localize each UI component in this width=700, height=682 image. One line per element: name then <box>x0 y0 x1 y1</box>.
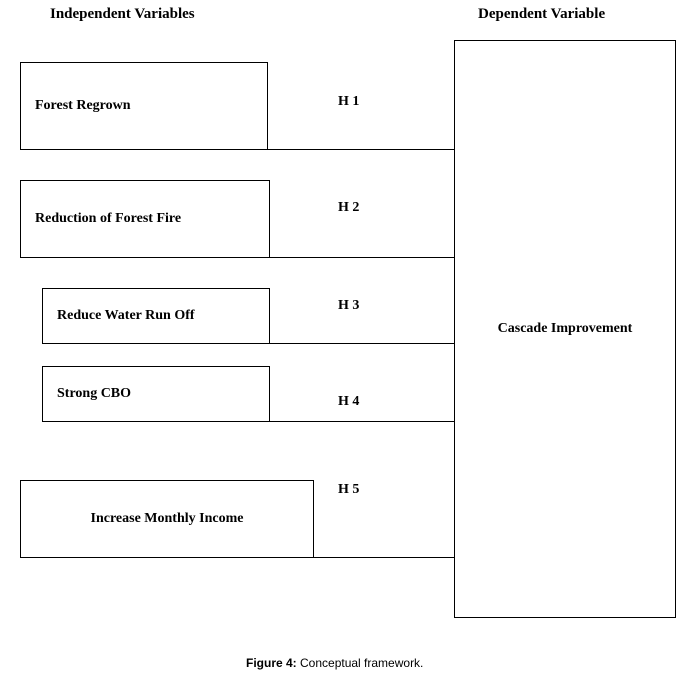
dv-label: Cascade Improvement <box>498 321 633 337</box>
iv-label: Strong CBO <box>57 386 131 402</box>
iv-label: Reduction of Forest Fire <box>35 211 181 227</box>
hlabel-h1: H 1 <box>338 94 359 110</box>
connector-h5 <box>314 557 454 558</box>
iv-box-forest-regrown: Forest Regrown <box>20 62 268 150</box>
iv-box-reduction-forest-fire: Reduction of Forest Fire <box>20 180 270 258</box>
hlabel-h3: H 3 <box>338 298 359 314</box>
hlabel-h5: H 5 <box>338 482 359 498</box>
caption-text: Conceptual framework. <box>297 656 424 670</box>
hlabel-h4: H 4 <box>338 394 359 410</box>
dependent-var-header: Dependent Variable <box>478 6 605 23</box>
iv-label: Reduce Water Run Off <box>57 308 195 324</box>
hlabel-h2: H 2 <box>338 200 359 216</box>
connector-h1 <box>268 149 454 150</box>
iv-label: Increase Monthly Income <box>91 511 244 527</box>
iv-box-reduce-water-runoff: Reduce Water Run Off <box>42 288 270 344</box>
iv-label: Forest Regrown <box>35 98 131 114</box>
dv-box-cascade-improvement: Cascade Improvement <box>454 40 676 618</box>
caption-bold: Figure 4: <box>246 656 297 670</box>
independent-vars-header: Independent Variables <box>50 6 195 23</box>
figure-caption: Figure 4: Conceptual framework. <box>246 656 423 670</box>
connector-h2 <box>270 257 454 258</box>
iv-box-strong-cbo: Strong CBO <box>42 366 270 422</box>
connector-h4 <box>270 421 454 422</box>
connector-h3 <box>270 343 454 344</box>
iv-box-increase-monthly-income: Increase Monthly Income <box>20 480 314 558</box>
